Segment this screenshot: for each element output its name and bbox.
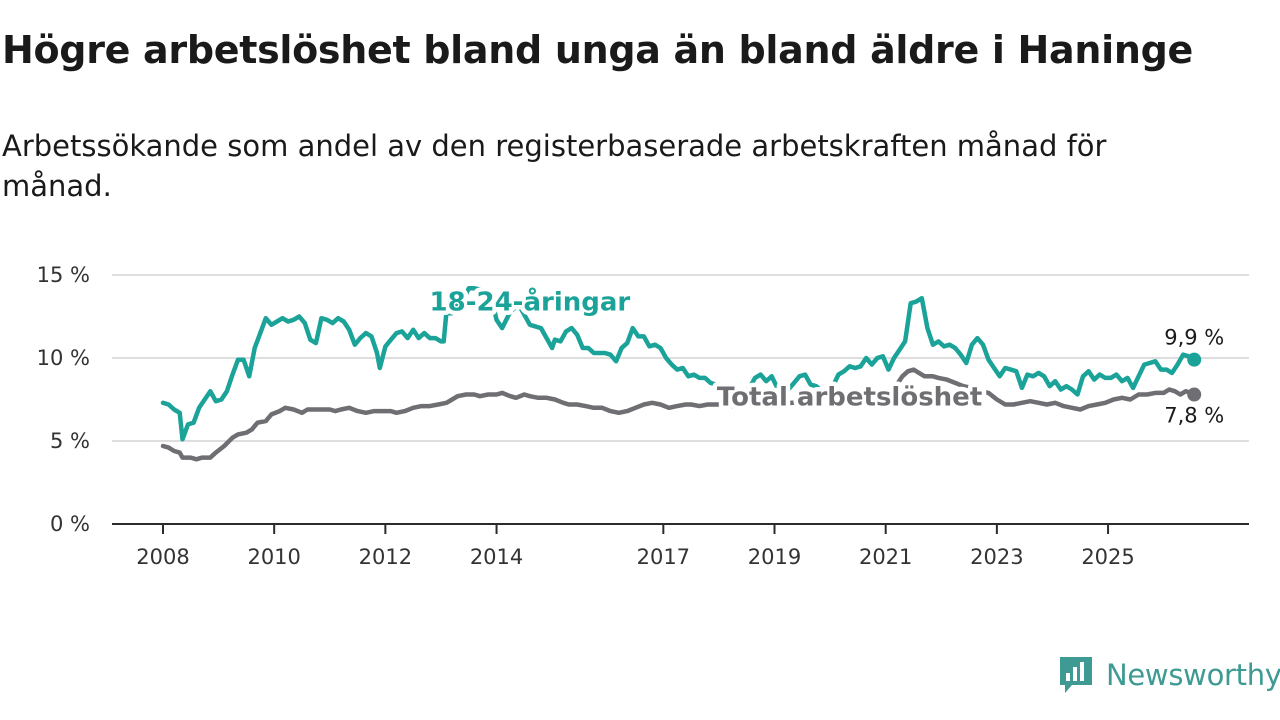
series-label-halo: Total arbetslöshet bbox=[717, 382, 982, 412]
y-tick-label: 15 % bbox=[37, 263, 90, 287]
brand-logo: Newsworthy bbox=[1058, 653, 1280, 697]
chart-title: Högre arbetslöshet bland unga än bland ä… bbox=[2, 28, 1193, 72]
x-tick-label: 2023 bbox=[970, 545, 1023, 569]
end-value-label: 9,9 % bbox=[1164, 326, 1224, 350]
end-value-label: 7,8 % bbox=[1164, 404, 1224, 428]
y-tick-label: 5 % bbox=[50, 429, 90, 453]
series-line-young bbox=[160, 286, 1197, 442]
x-tick-label: 2012 bbox=[359, 545, 412, 569]
series-label: 18-24-åringar bbox=[430, 286, 631, 318]
series-line-total bbox=[160, 367, 1197, 462]
y-tick-label: 10 % bbox=[37, 346, 90, 370]
x-tick-label: 2008 bbox=[136, 545, 189, 569]
chart-subtitle: Arbetssökande som andel av den registerb… bbox=[2, 129, 1107, 203]
series-label: Total arbetslöshet bbox=[717, 382, 982, 412]
newsworthy-logo-icon bbox=[1060, 657, 1092, 693]
y-tick-label: 0 % bbox=[50, 512, 90, 536]
series-label-halo: 18-24-åringar bbox=[430, 286, 631, 318]
brand-name: Newsworthy bbox=[1106, 658, 1280, 692]
end-point-total bbox=[1187, 387, 1202, 402]
x-tick-label: 2019 bbox=[748, 545, 801, 569]
x-tick-label: 2010 bbox=[247, 545, 300, 569]
x-tick-label: 2014 bbox=[470, 545, 523, 569]
x-tick-label: 2017 bbox=[637, 545, 690, 569]
end-point-young bbox=[1187, 352, 1202, 367]
x-tick-label: 2025 bbox=[1081, 545, 1134, 569]
x-tick-label: 2021 bbox=[859, 545, 912, 569]
